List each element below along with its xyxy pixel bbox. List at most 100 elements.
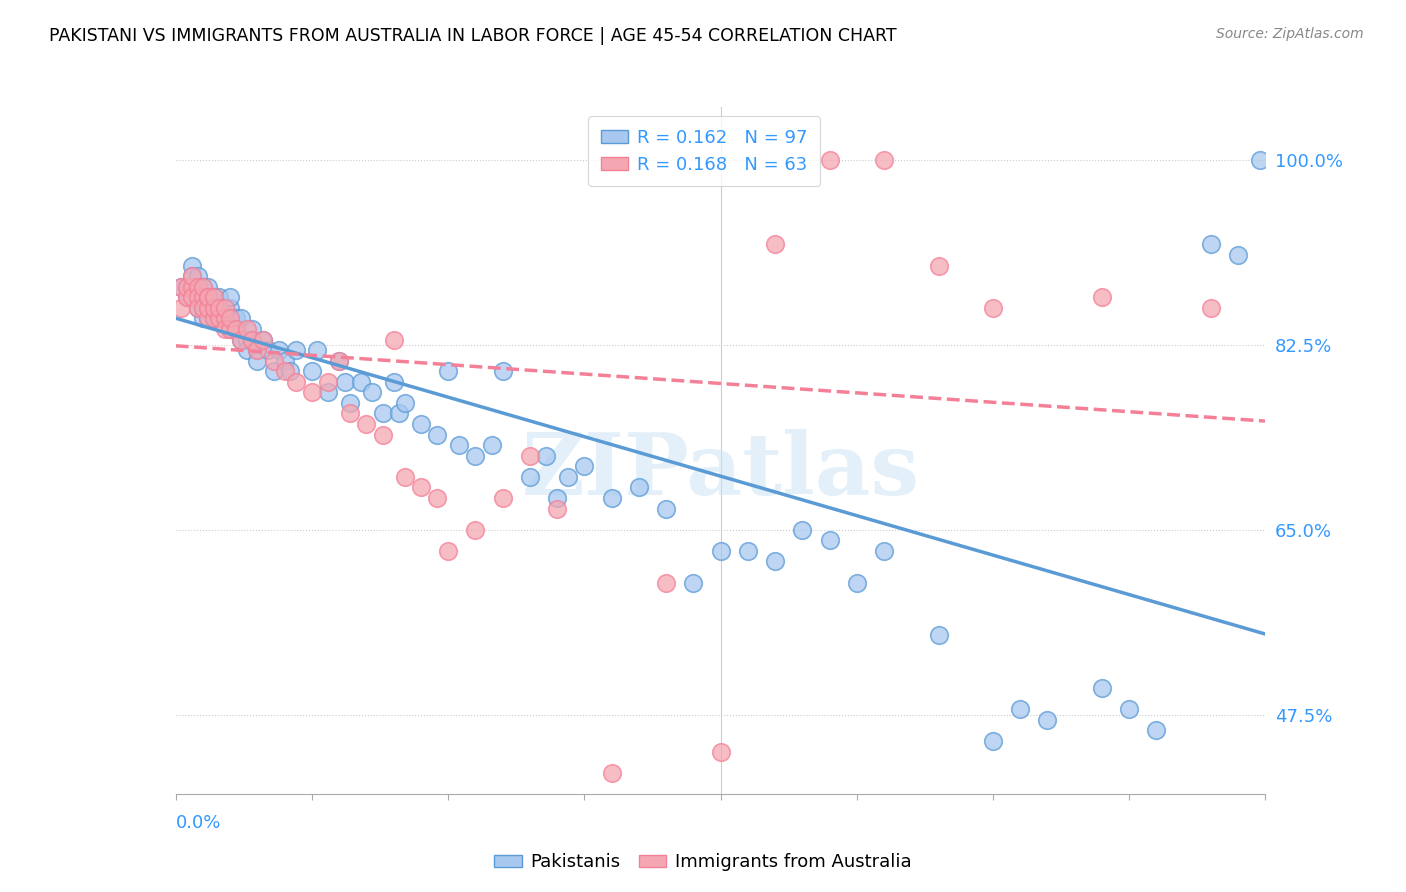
Point bbox=[235, 343, 257, 357]
Point bbox=[208, 311, 231, 326]
Point bbox=[181, 269, 204, 284]
Point bbox=[574, 459, 596, 474]
Point bbox=[186, 290, 209, 304]
Point bbox=[1199, 237, 1222, 252]
Point bbox=[464, 449, 486, 463]
Point bbox=[818, 533, 841, 548]
Point bbox=[208, 301, 231, 315]
Point bbox=[186, 301, 209, 315]
Point bbox=[1249, 153, 1271, 167]
Point bbox=[301, 364, 323, 378]
Point bbox=[481, 438, 503, 452]
Point bbox=[928, 628, 950, 642]
Point bbox=[981, 734, 1004, 748]
Point bbox=[214, 311, 236, 326]
Point bbox=[394, 396, 416, 410]
Point bbox=[231, 333, 253, 347]
Point bbox=[763, 554, 786, 568]
Point bbox=[225, 322, 247, 336]
Point bbox=[388, 407, 411, 421]
Point bbox=[426, 491, 449, 505]
Text: ZIPatlas: ZIPatlas bbox=[522, 429, 920, 513]
Point bbox=[301, 385, 323, 400]
Point bbox=[202, 301, 225, 315]
Point bbox=[519, 470, 541, 484]
Point bbox=[219, 311, 242, 326]
Point bbox=[546, 501, 568, 516]
Point bbox=[214, 322, 236, 336]
Point bbox=[208, 311, 231, 326]
Point bbox=[356, 417, 378, 431]
Point bbox=[1091, 290, 1114, 304]
Point bbox=[382, 333, 405, 347]
Point bbox=[845, 575, 868, 590]
Point bbox=[1036, 713, 1059, 727]
Point bbox=[240, 333, 263, 347]
Point bbox=[246, 343, 269, 357]
Point bbox=[214, 311, 236, 326]
Point bbox=[682, 575, 704, 590]
Point bbox=[1010, 702, 1032, 716]
Point bbox=[371, 407, 394, 421]
Point bbox=[202, 301, 225, 315]
Point bbox=[426, 427, 449, 442]
Point bbox=[235, 322, 257, 336]
Point bbox=[202, 290, 225, 304]
Point bbox=[176, 279, 198, 293]
Point bbox=[170, 279, 193, 293]
Point bbox=[176, 290, 198, 304]
Point bbox=[202, 290, 225, 304]
Legend: R = 0.162   N = 97, R = 0.168   N = 63: R = 0.162 N = 97, R = 0.168 N = 63 bbox=[588, 116, 820, 186]
Point bbox=[274, 364, 297, 378]
Point bbox=[181, 279, 204, 293]
Point bbox=[339, 407, 361, 421]
Point bbox=[191, 279, 214, 293]
Point bbox=[263, 364, 285, 378]
Point bbox=[492, 364, 515, 378]
Point bbox=[181, 259, 204, 273]
Point bbox=[928, 259, 950, 273]
Text: 0.0%: 0.0% bbox=[176, 814, 221, 832]
Point bbox=[534, 449, 557, 463]
Point bbox=[191, 279, 214, 293]
Point bbox=[519, 449, 541, 463]
Point bbox=[360, 385, 382, 400]
Point bbox=[318, 385, 340, 400]
Point bbox=[208, 290, 231, 304]
Point bbox=[492, 491, 515, 505]
Point bbox=[710, 745, 733, 759]
Point bbox=[186, 301, 209, 315]
Point bbox=[284, 343, 307, 357]
Point bbox=[655, 501, 678, 516]
Point bbox=[191, 301, 214, 315]
Point bbox=[873, 153, 896, 167]
Point bbox=[197, 301, 219, 315]
Point bbox=[627, 480, 650, 494]
Point bbox=[350, 375, 373, 389]
Point bbox=[873, 544, 896, 558]
Point bbox=[252, 333, 274, 347]
Point bbox=[197, 279, 219, 293]
Point bbox=[219, 301, 242, 315]
Point bbox=[219, 290, 242, 304]
Point bbox=[409, 480, 432, 494]
Point bbox=[170, 279, 193, 293]
Point bbox=[191, 290, 214, 304]
Point bbox=[600, 491, 623, 505]
Point bbox=[447, 438, 470, 452]
Point bbox=[176, 279, 198, 293]
Point bbox=[600, 765, 623, 780]
Point bbox=[231, 311, 253, 326]
Point bbox=[328, 353, 350, 368]
Point bbox=[231, 333, 253, 347]
Point bbox=[328, 353, 350, 368]
Point bbox=[307, 343, 329, 357]
Legend: Pakistanis, Immigrants from Australia: Pakistanis, Immigrants from Australia bbox=[488, 847, 918, 879]
Point bbox=[170, 301, 193, 315]
Point bbox=[186, 279, 209, 293]
Point bbox=[464, 523, 486, 537]
Point bbox=[1144, 723, 1167, 738]
Point bbox=[208, 301, 231, 315]
Point bbox=[546, 491, 568, 505]
Point bbox=[737, 544, 759, 558]
